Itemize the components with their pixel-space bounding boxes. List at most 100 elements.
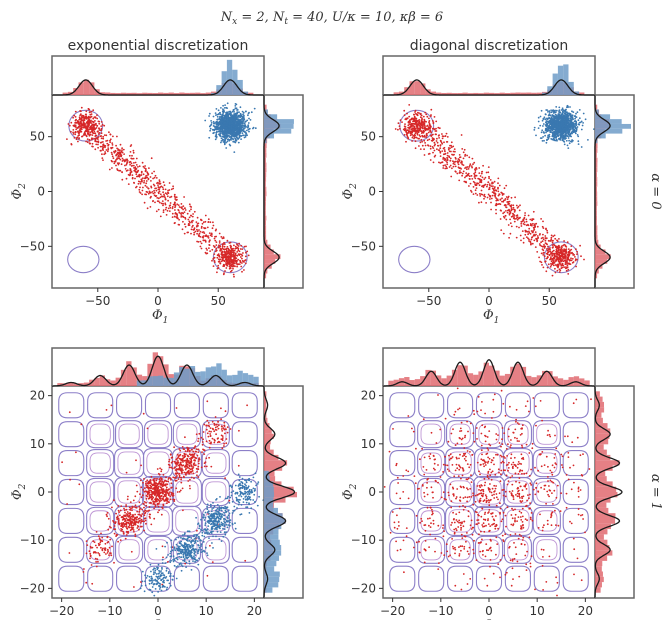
scatter-point <box>550 111 553 114</box>
scatter-point <box>463 148 466 151</box>
scatter-point <box>246 250 249 253</box>
scatter-point <box>566 106 568 109</box>
scatter-point <box>109 133 112 136</box>
scatter-point <box>522 241 525 244</box>
scatter-point <box>552 260 555 262</box>
scatter-point <box>470 189 472 192</box>
scatter-point <box>85 110 88 113</box>
scatter-point <box>469 182 472 185</box>
contour-level <box>86 477 115 507</box>
scatter-point <box>555 106 558 108</box>
marginal-x-hist <box>382 55 596 96</box>
scatter-point <box>247 124 250 126</box>
scatter-point <box>95 134 98 137</box>
scatter-point <box>568 114 570 117</box>
scatter-point <box>442 167 445 169</box>
hist-bar <box>264 167 267 173</box>
scatter-point <box>209 129 212 132</box>
scatter-point <box>210 232 213 235</box>
scatter-point <box>427 144 429 147</box>
scatter-point <box>231 248 233 251</box>
scatter-point <box>90 122 93 124</box>
scatter-point <box>231 110 234 113</box>
scatter-point <box>237 120 240 123</box>
scatter-point <box>448 166 451 168</box>
scatter-point <box>567 273 570 275</box>
scatter-point <box>531 242 534 245</box>
scatter-point <box>173 222 176 225</box>
scatter-point <box>229 244 232 247</box>
scatter-point <box>207 221 210 224</box>
scatter-point <box>561 258 564 260</box>
scatter-point <box>509 211 512 213</box>
scatter-point <box>544 118 547 121</box>
scatter-point <box>563 266 565 269</box>
hist-bar <box>489 92 495 95</box>
scatter-point <box>131 164 134 167</box>
x-axis-label: Φ1 <box>483 308 499 326</box>
scatter-point <box>560 124 563 127</box>
scatter-point <box>474 174 477 177</box>
scatter-point <box>551 240 553 242</box>
hist-bar <box>595 104 598 110</box>
scatter-point <box>423 139 426 142</box>
scatter-point <box>447 148 450 151</box>
panel-title: diagonal discretization <box>410 38 569 54</box>
scatter-point <box>536 239 539 242</box>
scatter-point <box>470 175 473 177</box>
scatter-point <box>130 162 133 165</box>
scatter-point <box>492 185 494 188</box>
scatter-point <box>92 109 95 112</box>
scatter-point <box>575 127 577 129</box>
hist-bar <box>536 92 542 95</box>
contour-ellipse <box>398 245 431 274</box>
scatter-point <box>495 189 498 192</box>
scatter-point <box>486 185 488 188</box>
hist-bar <box>595 191 598 197</box>
scatter-point <box>558 238 560 240</box>
scatter-point <box>561 114 564 116</box>
scatter-point <box>199 240 202 243</box>
scatter-point <box>155 210 158 213</box>
scatter-point <box>394 128 397 130</box>
scatter-point <box>566 241 569 244</box>
scatter-point <box>208 115 211 117</box>
scatter-point <box>138 191 141 193</box>
scatter-point <box>412 127 414 130</box>
scatter-point <box>75 118 77 121</box>
scatter-point <box>155 177 158 179</box>
scatter-point <box>474 177 477 180</box>
scatter-point <box>215 136 218 139</box>
scatter-point <box>547 245 549 248</box>
scatter-point <box>188 203 191 206</box>
scatter-point <box>135 185 138 188</box>
scatter-point <box>98 122 101 125</box>
scatter-point <box>421 124 424 126</box>
contour-level <box>115 535 144 564</box>
scatter-point <box>223 119 226 122</box>
scatter-point <box>85 118 88 120</box>
scatter-point <box>100 125 103 127</box>
contour-level-inner <box>147 539 169 561</box>
scatter-point <box>244 131 246 134</box>
scatter-point <box>140 171 143 174</box>
scatter-point <box>106 142 109 145</box>
scatter-point <box>138 173 141 176</box>
scatter-point <box>415 136 417 139</box>
scatter-point <box>557 264 560 267</box>
scatter-point <box>425 120 427 123</box>
scatter-point <box>475 187 478 190</box>
scatter-point <box>141 189 144 192</box>
scatter-point <box>199 245 202 248</box>
scatter-point <box>429 159 432 161</box>
scatter-point <box>484 183 487 186</box>
hist-bar <box>221 71 227 95</box>
scatter-point <box>210 123 213 126</box>
hist-bar <box>264 128 292 134</box>
scatter-point <box>180 212 182 215</box>
scatter-point <box>439 139 442 142</box>
scatter-point <box>549 248 551 251</box>
scatter-point <box>146 186 148 188</box>
scatter-point <box>556 240 559 243</box>
scatter-point <box>225 111 228 114</box>
